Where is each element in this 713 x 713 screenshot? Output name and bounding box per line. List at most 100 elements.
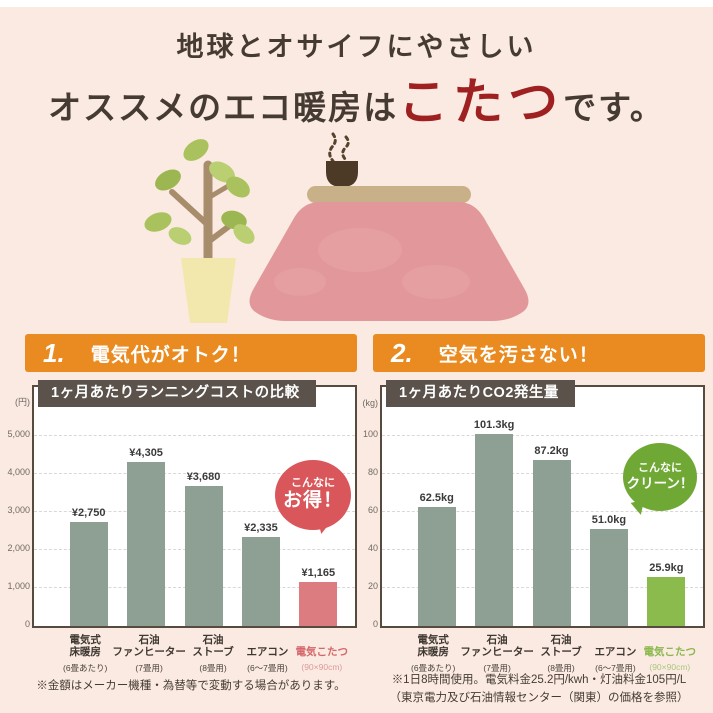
bar [475, 433, 514, 626]
gridline [34, 473, 355, 474]
chart-2-category-labels: 電気式 床暖房 (6畳あたり) 石油 ファンヒーター (7畳用) 石油 ストーブ (8畳用… [380, 632, 705, 674]
category-label-sub: (90×90cm) [649, 662, 691, 672]
section-2-note-line1: ※1日8時間使用。電気料金25.2円/kwh・灯油料金105円/L [391, 674, 687, 686]
kotatsu-scene-illustration [144, 132, 529, 323]
category-label: 電気式 床暖房 (6畳あたり) [406, 632, 460, 674]
section-clean-air: 2. 空気を汚さない！ 1ヶ月あたりCO2発生量 (kg) 100 80 60 40 2… [363, 334, 705, 706]
chart-1-yaxis: (円) 5,000 4,000 3,000 2,000 1,000 0 [6, 385, 30, 629]
y-axis-tick: 20 [367, 581, 378, 591]
category-label-sub: (8畳用) [199, 663, 227, 673]
bar [299, 581, 338, 626]
headline-line2-suffix: です。 [563, 88, 665, 127]
headline-line1: 地球とオサイフにやさしい [176, 32, 537, 63]
bar-value-label: 101.3kg [473, 418, 515, 431]
bar-value-label: 62.5kg [419, 492, 454, 505]
category-label-main: 石油 ストーブ [192, 633, 234, 659]
bar-slot: ¥2,335 [232, 522, 289, 626]
bar [241, 537, 280, 626]
chart-2-unit-label: (kg) [362, 398, 379, 408]
bar-value-label: 25.9kg [649, 561, 684, 574]
infographic-canvas: 地球とオサイフにやさしい オススメのエコ暖房はこたつです。 [0, 7, 713, 713]
category-label-sub: (7畳用) [135, 663, 163, 673]
section-2-note-line2: （東京電力及び石油情報センター（関東）の価格を参照） [389, 691, 689, 704]
y-axis-tick: 2,000 [7, 543, 30, 553]
bar-slot: 87.2kg [523, 445, 580, 626]
category-label-sub: (6畳あたり) [410, 663, 456, 673]
category-label-main: 電気こたつ [295, 646, 349, 659]
clean-badge-line1: こんなに [638, 462, 682, 475]
category-label-sub: (7畳用) [483, 663, 511, 673]
section-1-number: 1. [43, 337, 65, 368]
bar-slot: 25.9kg [638, 562, 695, 626]
bar-slot: ¥3,680 [175, 471, 232, 626]
bar-value-label: 51.0kg [591, 514, 627, 527]
category-label: 石油 ファンヒーター (7畳用) [460, 632, 534, 674]
bar-value-label: ¥2,335 [244, 522, 278, 535]
bar-slot: 101.3kg [465, 419, 522, 626]
bar-value-label: ¥1,165 [301, 566, 336, 579]
headline-kotatsu-highlight: こたつ [398, 72, 564, 131]
section-1-title: 電気代がオトク！ [90, 344, 251, 366]
chart-1-unit-label: (円) [15, 397, 30, 407]
bar [184, 486, 223, 626]
y-axis-tick: 60 [367, 505, 378, 515]
category-label-main: 石油 ファンヒーター [112, 633, 186, 659]
y-axis-tick: 0 [24, 619, 30, 629]
savings-badge-line2: お得！ [282, 490, 343, 512]
chart-2-panel: 62.5kg 101.3kg 87.2kg 51.0kg 25.9kg こんなに クリー… [380, 385, 705, 628]
steam-icon [341, 135, 350, 162]
category-label: 電気こたつ (90×90cm) [643, 632, 697, 674]
plant-illustration [144, 139, 255, 323]
kotatsu-tabletop [307, 186, 471, 203]
y-axis-tick: 5,000 [7, 429, 30, 439]
chart-2-yaxis: (kg) 100 80 60 40 20 0 [354, 385, 379, 629]
section-2-note: ※1日8時間使用。電気料金25.2円/kwh・灯油料金105円/L （東京電力及… [367, 672, 711, 708]
headline-line2-prefix: オススメのエコ暖房は [48, 88, 399, 127]
category-label: エアコン (6〜7畳用) [240, 632, 294, 674]
y-axis-tick: 40 [367, 543, 378, 553]
teacup-icon [326, 161, 358, 187]
y-axis-tick: 0 [372, 619, 378, 629]
category-label-main: 電気こたつ [643, 646, 697, 659]
category-label-sub: (6〜7畳用) [247, 663, 288, 673]
bar-value-label: ¥4,305 [129, 447, 163, 460]
bar-slot: ¥4,305 [117, 447, 174, 626]
chart-1-title: 1ヶ月あたりランニングコストの比較 [38, 380, 316, 407]
bar-slot: 62.5kg [408, 492, 465, 626]
chart-2-title: 1ヶ月あたりCO2発生量 [386, 380, 575, 407]
y-axis-tick: 1,000 [7, 581, 30, 591]
category-label: 電気式 床暖房 (6畳あたり) [58, 632, 112, 674]
category-label: 石油 ストーブ (8畳用) [186, 632, 240, 674]
y-axis-tick: 100 [362, 429, 378, 439]
clean-badge: こんなに クリーン！ [623, 443, 697, 511]
category-label-main: 電気式 床暖房 [417, 633, 449, 659]
bar-value-label: ¥2,750 [71, 506, 106, 519]
chart-1-panel: ¥2,750 ¥4,305 ¥3,680 ¥2,335 ¥1,165 こんなに お得！ [32, 385, 357, 628]
category-label-main: 石油 ストーブ [540, 633, 582, 659]
headline-line2: オススメのエコ暖房はこたつです。 [0, 74, 713, 129]
bar [589, 529, 628, 626]
section-1-banner: 1. 電気代がオトク！ [25, 334, 357, 372]
chart-2-bars: 62.5kg 101.3kg 87.2kg 51.0kg 25.9kg [382, 387, 703, 626]
bar [647, 576, 686, 626]
section-2-banner: 2. 空気を汚さない！ [373, 334, 705, 372]
section-1-note: ※金額はメーカー機種・為替等で変動する場合があります。 [36, 680, 346, 692]
chart-1-bars: ¥2,750 ¥4,305 ¥3,680 ¥2,335 ¥1,165 [34, 387, 355, 626]
y-axis-tick: 80 [367, 467, 378, 477]
category-label-sub: (90×90cm) [301, 662, 343, 672]
clean-badge-line2: クリーン！ [626, 475, 694, 491]
category-label: 石油 ストーブ (8畳用) [534, 632, 588, 674]
savings-badge: こんなに お得！ [275, 460, 351, 530]
bar-slot: ¥2,750 [60, 506, 117, 626]
bar [417, 507, 456, 626]
y-axis-tick: 3,000 [7, 505, 30, 515]
bar-value-label: 87.2kg [534, 445, 569, 458]
category-label-sub: (6畳あたり) [62, 663, 108, 673]
savings-badge-line1: こんなに [291, 477, 335, 489]
gridline [382, 435, 703, 436]
category-label: エアコン (6〜7畳用) [588, 632, 642, 674]
category-label: 石油 ファンヒーター (7畳用) [112, 632, 186, 674]
category-label-main: 石油 ファンヒーター [460, 633, 534, 659]
chart-1-category-labels: 電気式 床暖房 (6畳あたり) 石油 ファンヒーター (7畳用) 石油 ストーブ (8畳用… [32, 632, 357, 674]
bar [127, 462, 166, 626]
